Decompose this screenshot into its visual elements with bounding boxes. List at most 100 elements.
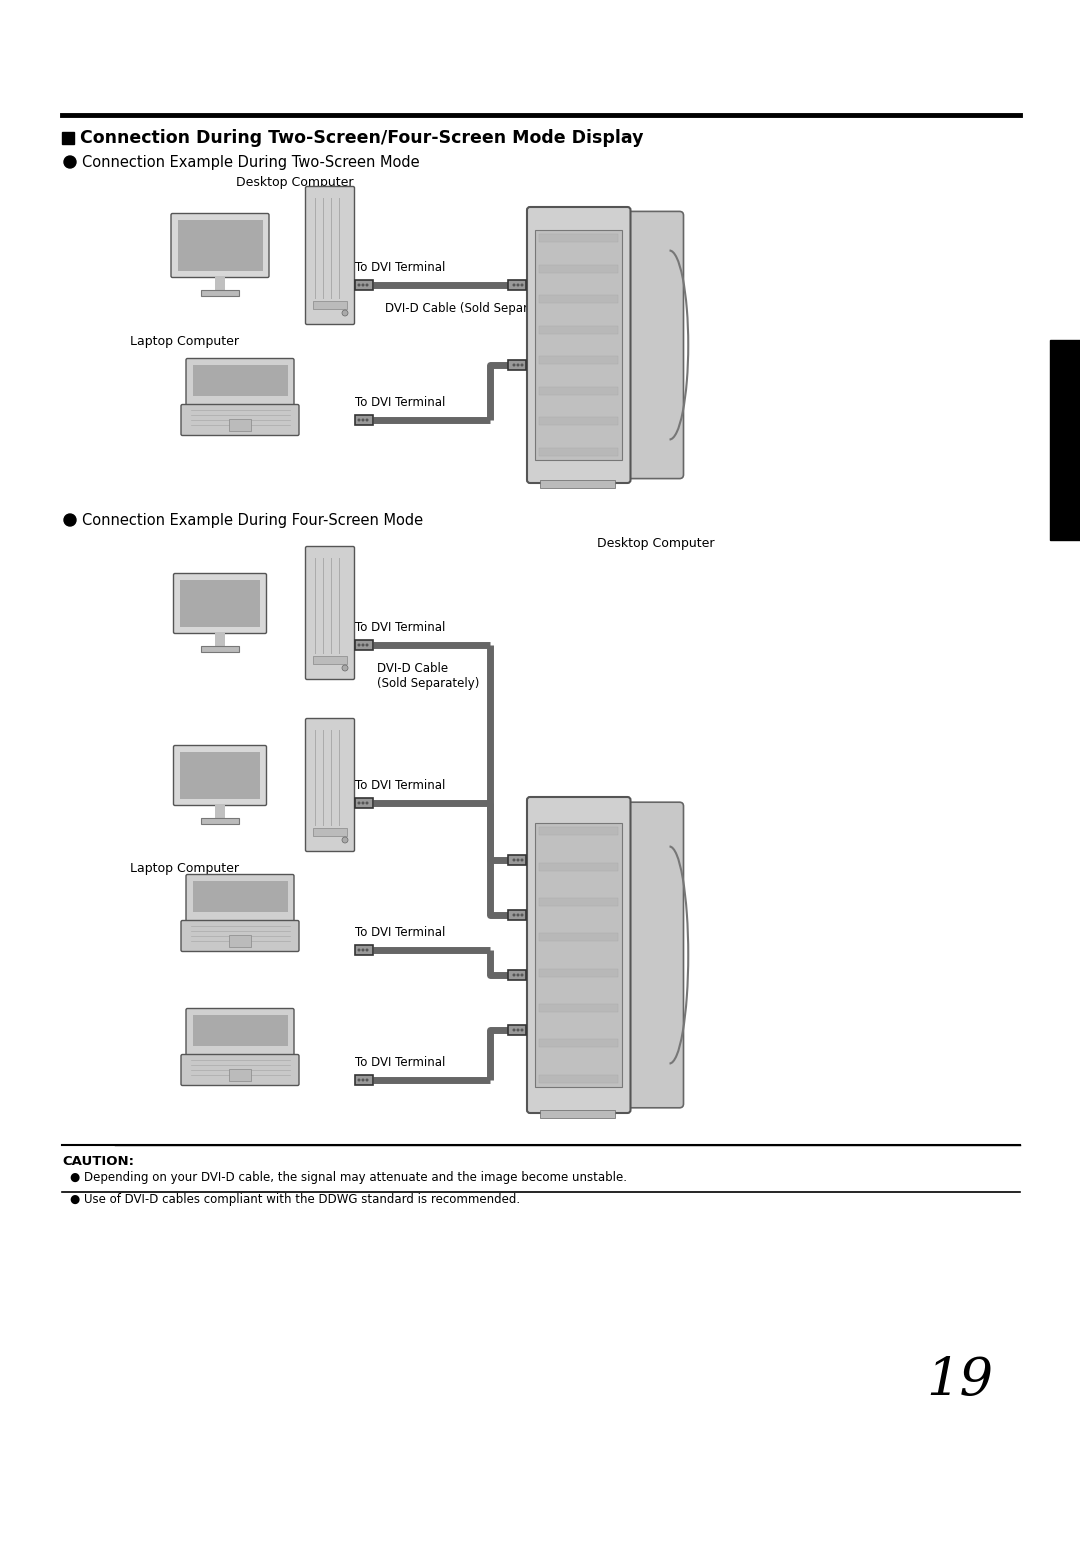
Circle shape (357, 949, 361, 952)
Text: Connection Example During Two-Screen Mode: Connection Example During Two-Screen Mod… (82, 155, 420, 169)
FancyBboxPatch shape (186, 1008, 294, 1056)
FancyBboxPatch shape (527, 207, 631, 483)
Bar (192, 1015, 287, 1046)
Circle shape (365, 1079, 368, 1082)
Circle shape (513, 913, 515, 916)
Bar (508, 1025, 526, 1036)
Circle shape (521, 364, 524, 367)
Bar (535, 824, 622, 1087)
Bar (540, 1110, 615, 1118)
FancyBboxPatch shape (186, 875, 294, 921)
Bar (355, 944, 373, 955)
Bar (535, 231, 622, 460)
FancyBboxPatch shape (619, 802, 684, 1108)
Bar (539, 325, 618, 334)
Circle shape (362, 418, 365, 421)
Bar (215, 803, 225, 817)
Circle shape (516, 283, 519, 286)
Bar (539, 1005, 618, 1012)
Bar (215, 276, 225, 289)
Text: ● Depending on your DVI-D cable, the signal may attenuate and the image become u: ● Depending on your DVI-D cable, the sig… (70, 1170, 627, 1184)
Circle shape (365, 644, 368, 647)
Bar (313, 828, 347, 836)
FancyBboxPatch shape (174, 573, 267, 633)
FancyBboxPatch shape (306, 186, 354, 325)
Text: To DVI Terminal: To DVI Terminal (355, 262, 445, 274)
Circle shape (357, 283, 361, 286)
FancyBboxPatch shape (306, 546, 354, 680)
Circle shape (342, 837, 348, 844)
Text: Laptop Computer: Laptop Computer (130, 334, 239, 348)
Bar (355, 639, 373, 650)
Circle shape (521, 913, 524, 916)
Text: Connection Example During Four-Screen Mode: Connection Example During Four-Screen Mo… (82, 512, 423, 528)
Bar (508, 854, 526, 865)
FancyBboxPatch shape (174, 746, 267, 805)
Circle shape (516, 859, 519, 862)
Bar (539, 387, 618, 395)
Circle shape (521, 283, 524, 286)
Circle shape (513, 283, 515, 286)
Bar (539, 898, 618, 906)
Circle shape (365, 949, 368, 952)
Text: To DVI Terminal: To DVI Terminal (355, 396, 445, 409)
Circle shape (521, 974, 524, 977)
Bar (192, 365, 287, 396)
Bar (355, 415, 373, 426)
Bar (539, 862, 618, 870)
Text: CAUTION:: CAUTION: (62, 1155, 134, 1169)
Bar (508, 910, 526, 920)
Bar (539, 933, 618, 941)
Circle shape (516, 913, 519, 916)
Circle shape (521, 859, 524, 862)
Circle shape (362, 949, 365, 952)
Bar (355, 1074, 373, 1085)
Bar (539, 234, 618, 241)
Bar (180, 580, 260, 627)
Circle shape (516, 364, 519, 367)
Bar (313, 300, 347, 310)
Circle shape (357, 418, 361, 421)
Bar (539, 1074, 618, 1082)
Bar (229, 420, 251, 430)
FancyBboxPatch shape (527, 797, 631, 1113)
Circle shape (513, 859, 515, 862)
Text: Connection During Two-Screen/Four-Screen Mode Display: Connection During Two-Screen/Four-Screen… (80, 128, 644, 147)
Circle shape (362, 283, 365, 286)
Circle shape (64, 156, 76, 169)
Bar (508, 280, 526, 289)
Bar (355, 799, 373, 808)
Bar (539, 969, 618, 977)
Bar (313, 656, 347, 664)
FancyBboxPatch shape (306, 718, 354, 851)
Text: DVI-D Cable
(Sold Separately): DVI-D Cable (Sold Separately) (377, 663, 480, 690)
Circle shape (513, 364, 515, 367)
Circle shape (513, 974, 515, 977)
Text: To DVI Terminal: To DVI Terminal (355, 779, 445, 793)
Circle shape (516, 1028, 519, 1031)
Text: 19: 19 (927, 1354, 994, 1406)
Bar (508, 361, 526, 370)
FancyBboxPatch shape (171, 214, 269, 277)
Bar (201, 646, 239, 652)
Bar (539, 265, 618, 272)
Circle shape (365, 802, 368, 805)
Bar (201, 289, 239, 296)
Bar (1050, 341, 1080, 540)
Circle shape (357, 802, 361, 805)
Circle shape (513, 1028, 515, 1031)
Bar (508, 971, 526, 980)
Text: To DVI Terminal: To DVI Terminal (355, 1056, 445, 1070)
Bar (229, 935, 251, 947)
Circle shape (342, 310, 348, 316)
Circle shape (362, 644, 365, 647)
Bar (539, 1039, 618, 1048)
Bar (62, 132, 75, 144)
Text: To DVI Terminal: To DVI Terminal (355, 926, 445, 940)
Circle shape (521, 1028, 524, 1031)
Circle shape (516, 974, 519, 977)
Circle shape (342, 666, 348, 670)
Bar (539, 418, 618, 426)
Bar (177, 220, 262, 271)
FancyBboxPatch shape (186, 359, 294, 406)
